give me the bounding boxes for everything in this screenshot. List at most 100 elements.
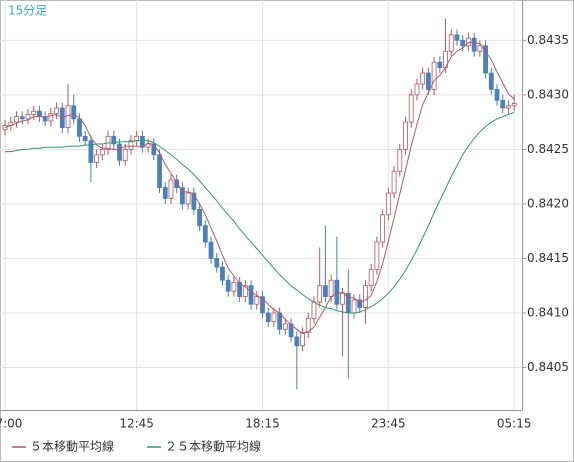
candle-body xyxy=(317,285,323,303)
y-tick-label: 0.8410 xyxy=(527,305,569,319)
candle-body xyxy=(162,187,168,199)
candle-body xyxy=(380,214,386,243)
candle-body xyxy=(208,241,214,259)
candle-body xyxy=(254,296,260,305)
candle-body xyxy=(65,105,71,128)
candle-body xyxy=(265,312,271,323)
candle-body xyxy=(351,299,357,314)
ma-line xyxy=(4,42,515,335)
y-tick-label: 0.8430 xyxy=(527,87,569,101)
candle-body xyxy=(174,179,180,188)
candle-body xyxy=(82,135,88,142)
candle-body xyxy=(214,258,220,268)
candle-body xyxy=(157,154,162,188)
candle-body xyxy=(168,179,174,199)
candle-body xyxy=(197,208,202,227)
candle-body xyxy=(323,285,328,297)
candle-body xyxy=(202,225,208,243)
candle-body xyxy=(294,336,300,347)
candle-body xyxy=(300,332,305,347)
candle-body xyxy=(448,34,454,52)
y-tick-label: 0.8415 xyxy=(527,251,569,265)
candle-body xyxy=(506,105,511,109)
candle-body xyxy=(225,279,231,292)
candle-body xyxy=(334,279,340,305)
candle-body xyxy=(368,268,374,287)
candle-body xyxy=(466,37,471,47)
candle-body xyxy=(340,292,345,305)
candle-body xyxy=(471,37,477,52)
candle-body xyxy=(363,285,368,308)
candle-body xyxy=(231,282,237,292)
candle-body xyxy=(305,318,311,333)
candle-body xyxy=(500,99,506,109)
candle-body xyxy=(122,148,128,161)
candle-body xyxy=(31,110,37,115)
x-tick-label: 05:15 xyxy=(497,417,532,431)
candle-body xyxy=(431,61,437,90)
candle-body xyxy=(408,94,414,123)
candle-body xyxy=(271,312,277,323)
candle-body xyxy=(494,89,500,101)
x-tick-label: 07:00 xyxy=(0,417,22,431)
candle-body xyxy=(328,279,334,297)
candle-body xyxy=(54,107,59,114)
candle-body xyxy=(311,301,317,319)
candle-body xyxy=(260,296,265,314)
candle-body xyxy=(385,192,391,216)
ma-line xyxy=(5,111,515,314)
candle-body xyxy=(414,83,420,96)
y-tick-label: 0.8420 xyxy=(527,196,569,210)
candle-body xyxy=(42,116,48,122)
chart-title: 15分足 xyxy=(8,4,47,18)
candle-body xyxy=(425,72,431,90)
candle-body xyxy=(511,103,517,107)
candle-body xyxy=(237,282,243,297)
y-tick-label: 0.8435 xyxy=(527,33,569,47)
candle-body xyxy=(48,113,54,122)
y-tick-label: 0.8425 xyxy=(527,142,569,156)
candle-body xyxy=(14,116,19,123)
candle-body xyxy=(77,118,82,137)
candle-body xyxy=(220,266,225,281)
candle-body xyxy=(403,121,408,150)
candle-body xyxy=(19,116,25,120)
candle-body xyxy=(25,114,31,120)
candle-body xyxy=(128,140,134,150)
candle-body xyxy=(277,312,283,330)
legend-label: ５本移動平均線 xyxy=(30,439,114,454)
x-tick-label: 18:15 xyxy=(245,417,280,431)
candle-body xyxy=(185,192,191,205)
candle-body xyxy=(151,143,157,156)
candle-body xyxy=(88,140,94,163)
candle-body xyxy=(94,154,100,163)
candle-body xyxy=(99,148,105,156)
x-tick-label: 12:45 xyxy=(119,417,154,431)
candle-body xyxy=(420,72,426,85)
candle-body xyxy=(242,285,248,297)
candle-body xyxy=(397,148,403,172)
candle-body xyxy=(454,34,460,41)
candle-body xyxy=(460,39,466,47)
candle-body xyxy=(282,323,288,330)
candle-body xyxy=(391,170,397,194)
y-tick-label: 0.8405 xyxy=(527,360,569,374)
candle-body xyxy=(71,105,77,120)
candle-body xyxy=(477,45,483,52)
candle-body xyxy=(488,72,494,90)
candle-body xyxy=(374,241,380,270)
legend-label: ２５本移動平均線 xyxy=(165,439,261,454)
candle-body xyxy=(180,187,185,205)
candle-body xyxy=(248,285,254,305)
candle-body xyxy=(483,45,488,74)
candle-body xyxy=(134,135,140,142)
candle-body xyxy=(145,143,151,148)
candle-body xyxy=(288,323,294,338)
candle-body xyxy=(437,61,443,69)
candle-body xyxy=(117,143,122,161)
x-tick-label: 23:45 xyxy=(371,417,406,431)
candle-body xyxy=(111,135,117,145)
candle-body xyxy=(191,192,197,210)
